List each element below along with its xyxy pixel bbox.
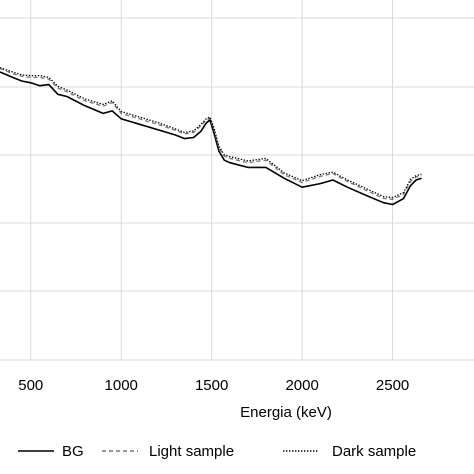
grid-lines <box>0 0 474 361</box>
series-line-bg <box>0 71 422 206</box>
series-line-dark-sample <box>0 67 422 199</box>
x-tick-label: 2000 <box>285 377 318 394</box>
series-layer <box>0 67 422 206</box>
legend: BG Light sample Dark sample <box>18 443 416 460</box>
x-tick-labels: 500 1000 1500 2000 2500 <box>18 377 409 394</box>
legend-label: BG <box>62 443 84 460</box>
x-tick-label: 2500 <box>376 377 409 394</box>
x-axis-title: Energia (keV) <box>240 404 332 421</box>
legend-label: Dark sample <box>332 443 416 460</box>
x-tick-label: 1500 <box>195 377 228 394</box>
x-tick-label: 500 <box>18 377 43 394</box>
legend-label: Light sample <box>149 443 234 460</box>
series-line-light-sample <box>0 67 422 201</box>
x-tick-label: 1000 <box>105 377 138 394</box>
